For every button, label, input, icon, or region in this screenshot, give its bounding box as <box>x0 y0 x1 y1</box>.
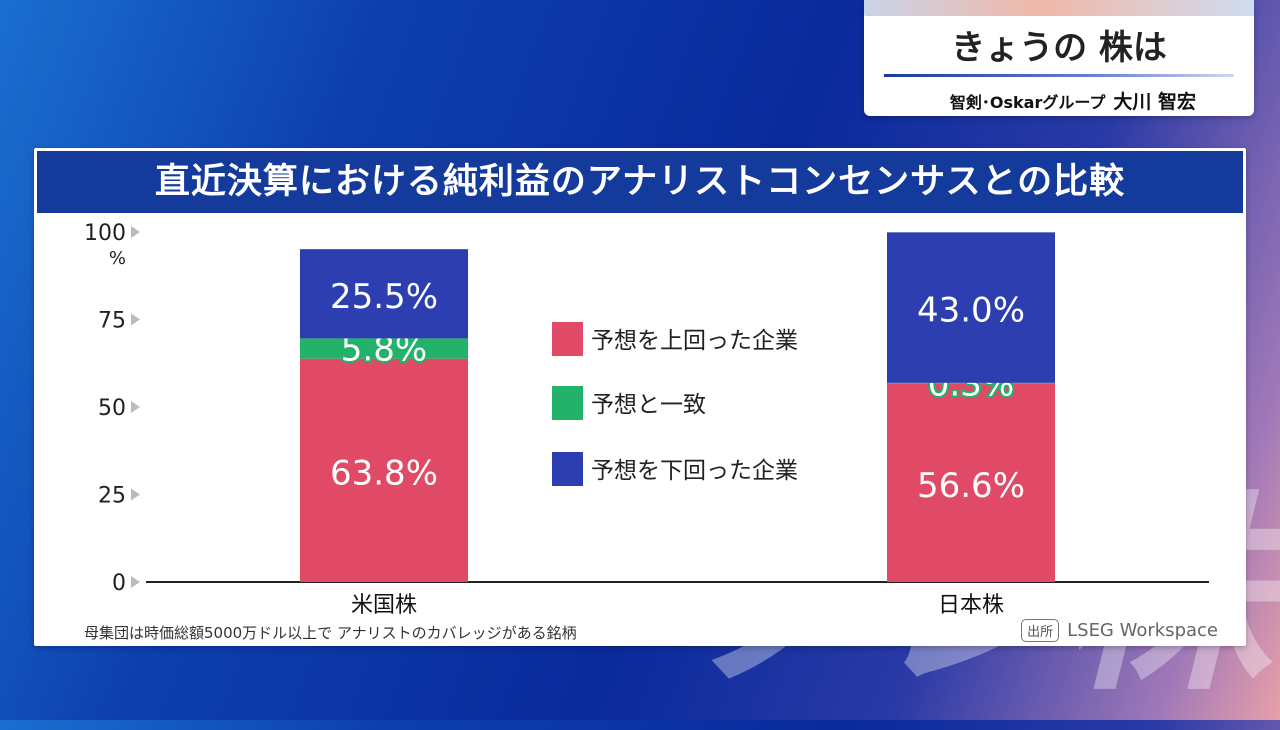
y-tick-label-2: 50 <box>98 396 126 421</box>
y-tick-label-3: 75 <box>98 309 126 334</box>
bar-0-0 <box>300 358 468 582</box>
source-badge: 出所 <box>1021 619 1060 642</box>
bar-1-2 <box>887 232 1055 383</box>
x-category-label-1: 日本株 <box>938 593 1004 618</box>
legend-swatch-1 <box>552 386 583 420</box>
program-divider <box>884 74 1234 77</box>
legend-swatch-2 <box>552 452 583 486</box>
y-tick-arrow-4 <box>131 226 140 238</box>
data-label-1-0: 56.6% <box>917 466 1025 506</box>
program-card-topbar <box>864 0 1254 16</box>
data-label-0-2: 25.5% <box>330 277 438 317</box>
y-tick-arrow-3 <box>131 313 140 326</box>
legend-label-2: 予想を下回った企業 <box>591 458 798 484</box>
y-tick-arrow-2 <box>131 401 140 413</box>
bar-1-1 <box>887 382 1055 384</box>
chart-title: 直近決算における純利益のアナリストコンセンサスとの比較 <box>37 151 1243 213</box>
y-tick-arrow-0 <box>131 576 140 588</box>
chart-panel: 0 25 50 75 100% 63.8% 5.8% 25.5% 米国株 56.6% 0.3% 43.… <box>34 148 1246 646</box>
data-label-0-0: 63.8% <box>330 453 438 493</box>
x-category-label-0: 米国株 <box>351 593 417 618</box>
legend-label-0: 予想を上回った企業 <box>591 328 798 354</box>
guest-line: 智剣･Oskarグループ 大川 智宏 <box>864 87 1254 114</box>
y-unit-label: % <box>109 248 126 269</box>
legend-label-1: 予想と一致 <box>591 392 706 418</box>
bar-1-0 <box>887 383 1055 582</box>
data-label-1-2: 43.0% <box>917 291 1025 331</box>
stacked-bar-chart: 0255075100%63.8%5.8%25.5%米国株56.6%0.3%43.… <box>84 221 1209 618</box>
source-credit: 出所 LSEG Workspace <box>1021 619 1218 642</box>
program-title: きょうの 株は <box>951 28 1167 68</box>
bar-0-1 <box>300 338 468 359</box>
bar-0-2 <box>300 249 468 339</box>
program-card: きょうの 株は 智剣･Oskarグループ 大川 智宏 <box>864 0 1254 116</box>
y-tick-label-1: 25 <box>98 484 126 509</box>
y-tick-arrow-1 <box>131 488 140 501</box>
guest-name: 大川 智宏 <box>1113 91 1196 113</box>
guest-affiliation: 智剣･Oskarグループ <box>949 93 1106 112</box>
y-tick-label-0: 0 <box>112 571 126 596</box>
y-tick-label-4: 100 <box>84 221 126 246</box>
legend-swatch-0 <box>552 322 583 356</box>
source-text: LSEG Workspace <box>1067 620 1218 641</box>
footnote: 母集団は時価総額5000万ドル以上で アナリストのカバレッジがある銘柄 <box>84 624 577 642</box>
